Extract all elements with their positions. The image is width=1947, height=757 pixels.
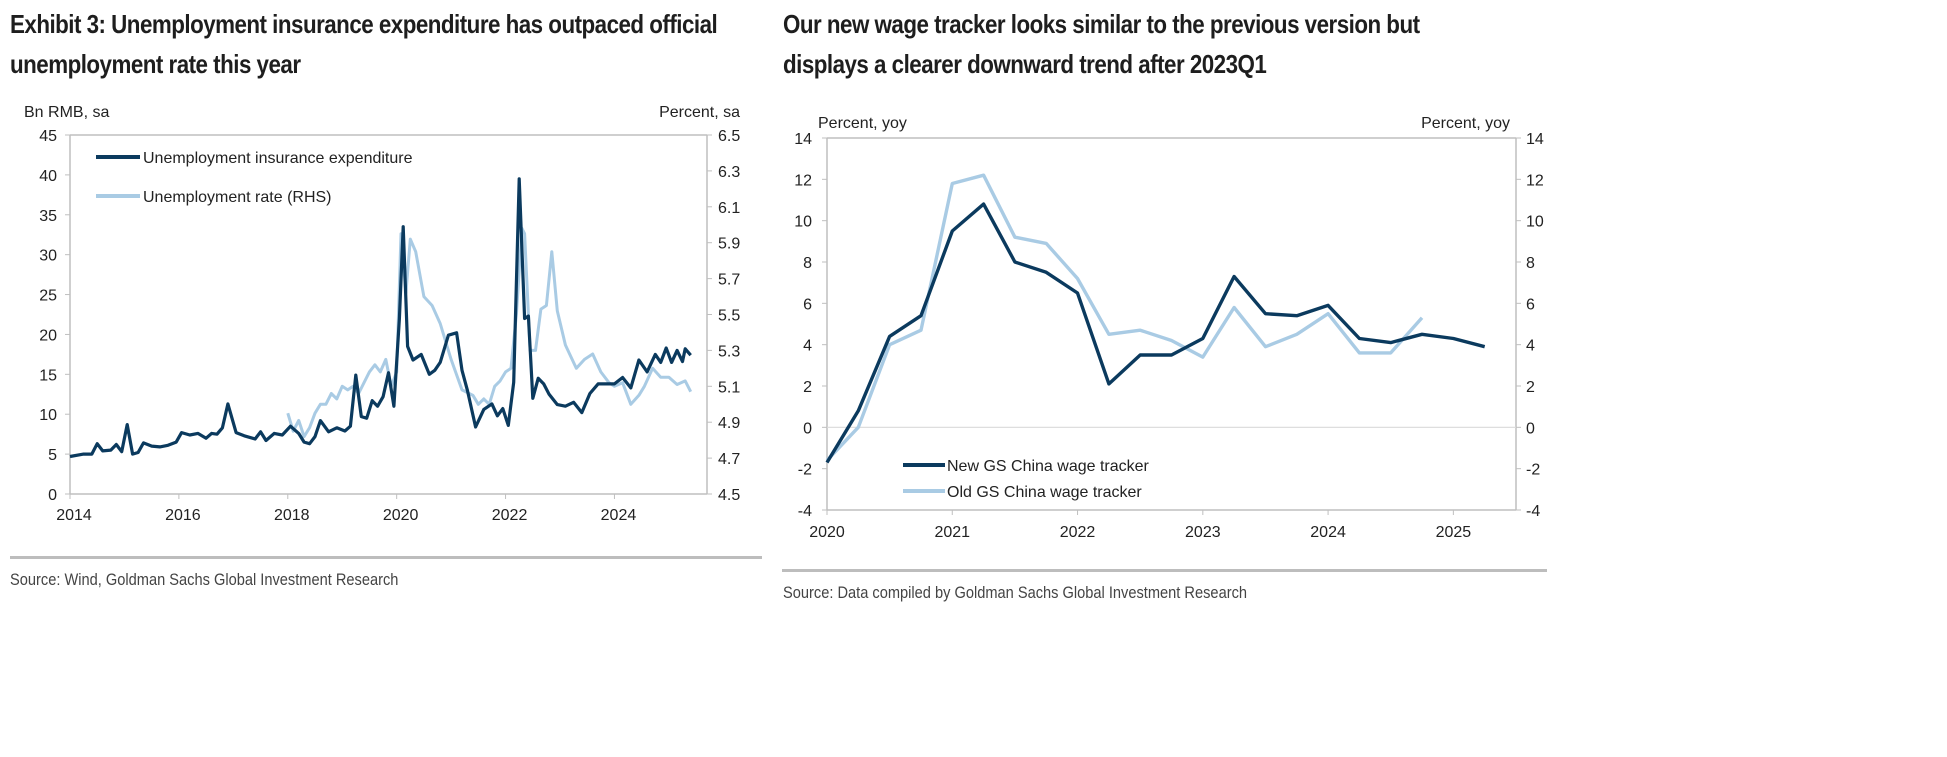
right-y-tick-label: -4 xyxy=(1526,503,1540,520)
right-y-tick-label: 5.7 xyxy=(718,272,740,289)
right-y-tick-label: 5.5 xyxy=(718,308,740,325)
left-y-tick-label: 20 xyxy=(39,327,57,344)
right-y-tick-label: 4.7 xyxy=(718,451,740,468)
x-tick-label: 2023 xyxy=(1185,524,1221,541)
x-tick-label: 2022 xyxy=(492,507,528,524)
right-source-note: Source: Data compiled by Goldman Sachs G… xyxy=(783,583,1248,602)
legend-label-unemployment-rate: Unemployment rate (RHS) xyxy=(143,189,332,206)
right-y-tick-label: 4.9 xyxy=(718,415,740,432)
x-tick-label: 2025 xyxy=(1436,524,1472,541)
right-axis-unit-label: Percent, sa xyxy=(659,104,740,121)
left-chart-title: Exhibit 3: Unemployment insurance expend… xyxy=(10,4,718,84)
right-y-tick-label: 4 xyxy=(1526,338,1535,355)
right-y-tick-label: 4.5 xyxy=(718,487,740,504)
left-y-tick-label: 15 xyxy=(39,367,57,384)
right-y-tick-label: 14 xyxy=(1526,131,1544,148)
left-axis-unit-label: Bn RMB, sa xyxy=(24,104,109,121)
right-y-tick-label: 12 xyxy=(1526,172,1544,189)
left-y-tick-label: 45 xyxy=(39,128,57,145)
series-line-new-wage-tracker xyxy=(825,202,1486,464)
left-y-tick-label: 4 xyxy=(803,338,812,355)
x-tick-label: 2024 xyxy=(601,507,637,524)
right-y-tick-label: 8 xyxy=(1526,255,1535,272)
left-y-tick-label: 14 xyxy=(794,131,812,148)
legend-label-expenditure: Unemployment insurance expenditure xyxy=(143,150,413,167)
legend-label-new-tracker: New GS China wage tracker xyxy=(947,458,1150,475)
right-y-tick-label: 6 xyxy=(1526,296,1535,313)
x-tick-label: 2021 xyxy=(934,524,970,541)
left-y-tick-label: -2 xyxy=(798,462,812,479)
right-axis-unit-label: Percent, yoy xyxy=(1421,115,1510,132)
left-y-tick-label: 12 xyxy=(794,172,812,189)
left-title-line-2: unemployment rate this year xyxy=(10,49,301,79)
right-y-tick-label: 6.1 xyxy=(718,200,740,217)
left-y-tick-label: 25 xyxy=(39,288,57,305)
left-title-line-1: Exhibit 3: Unemployment insurance expend… xyxy=(10,9,718,39)
left-y-tick-label: 2 xyxy=(803,379,812,396)
x-tick-label: 2022 xyxy=(1060,524,1096,541)
right-title-line-1: Our new wage tracker looks similar to th… xyxy=(783,9,1420,39)
left-y-tick-label: 0 xyxy=(803,420,812,437)
series-line-unemployment-insurance-expenditure xyxy=(69,177,692,459)
right-y-tick-label: 5.1 xyxy=(718,379,740,396)
right-y-tick-label: 10 xyxy=(1526,214,1544,231)
x-tick-label: 2018 xyxy=(274,507,310,524)
x-tick-label: 2020 xyxy=(809,524,845,541)
left-y-tick-label: 6 xyxy=(803,296,812,313)
left-y-tick-label: 30 xyxy=(39,248,57,265)
right-y-tick-label: 5.3 xyxy=(718,343,740,360)
right-y-tick-label: -2 xyxy=(1526,462,1540,479)
right-chart: Percent, yoy Percent, yoy -4 -4 -2 -2 0 0 2 2 4 4 6 6… xyxy=(794,115,1544,541)
left-y-tick-label: -4 xyxy=(798,503,812,520)
x-tick-label: 2016 xyxy=(165,507,201,524)
left-source-note: Source: Wind, Goldman Sachs Global Inves… xyxy=(10,570,399,589)
left-y-tick-label: 40 xyxy=(39,168,57,185)
left-y-tick-label: 10 xyxy=(39,407,57,424)
right-y-tick-label: 6.3 xyxy=(718,164,740,181)
left-y-tick-label: 0 xyxy=(48,487,57,504)
x-tick-label: 2024 xyxy=(1310,524,1346,541)
x-tick-label: 2014 xyxy=(56,507,92,524)
left-y-tick-label: 8 xyxy=(803,255,812,272)
right-y-tick-label: 6.5 xyxy=(718,128,740,145)
right-y-tick-label: 0 xyxy=(1526,420,1535,437)
right-title-line-2: displays a clearer downward trend after … xyxy=(783,49,1267,79)
right-chart-panel: Our new wage tracker looks similar to th… xyxy=(780,0,1947,757)
left-source-divider xyxy=(10,556,762,559)
legend-label-old-tracker: Old GS China wage tracker xyxy=(947,484,1142,501)
right-chart-title: Our new wage tracker looks similar to th… xyxy=(783,4,1420,84)
left-axis-unit-label: Percent, yoy xyxy=(818,115,907,132)
right-y-tick-label: 5.9 xyxy=(718,236,740,253)
right-source-divider xyxy=(782,569,1547,572)
left-chart-panel: Exhibit 3: Unemployment insurance expend… xyxy=(0,0,770,757)
left-y-tick-label: 35 xyxy=(39,208,57,225)
right-y-tick-label: 2 xyxy=(1526,379,1535,396)
x-tick-label: 2020 xyxy=(383,507,419,524)
left-y-tick-label: 10 xyxy=(794,214,812,231)
left-chart: Bn RMB, sa Percent, sa 0 5 10 15 20 25 30 35 40 45 4… xyxy=(24,104,740,524)
left-y-tick-label: 5 xyxy=(48,447,57,464)
